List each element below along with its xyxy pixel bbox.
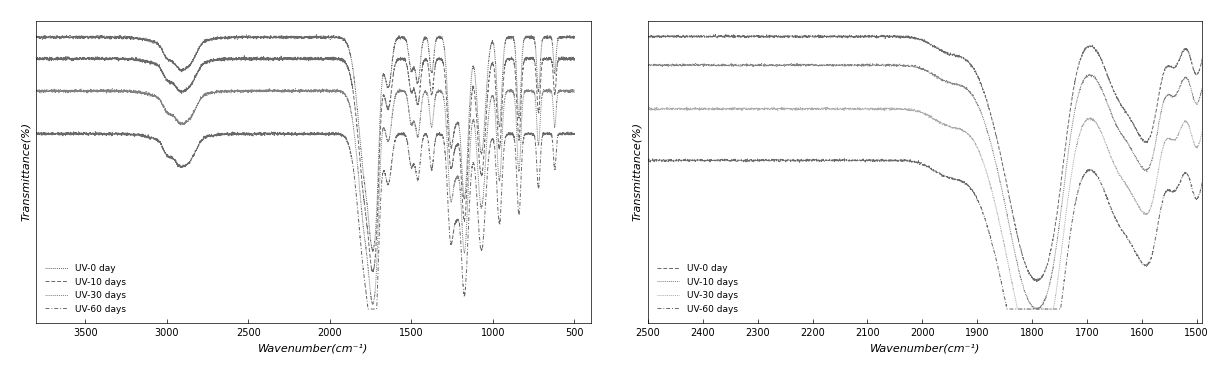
UV-0 day: [362, 219, 377, 223]
UV-0 day: [124, 35, 139, 40]
UV-30 days: [1195, 130, 1210, 135]
UV-10 days: [1098, 96, 1113, 101]
UV-10 days: [362, 240, 377, 245]
UV-10 days: [982, 135, 997, 140]
UV-0 day: [217, 36, 231, 41]
UV-60 days: [806, 156, 821, 161]
UV-0 day: [651, 33, 666, 38]
UV-0 day: [958, 59, 972, 63]
UV-10 days: [651, 63, 666, 67]
UV-0 day: [30, 33, 44, 38]
Line: UV-60 days: UV-60 days: [37, 131, 575, 309]
UV-0 day: [1029, 279, 1044, 283]
UV-60 days: [469, 191, 484, 196]
UV-10 days: [469, 116, 484, 121]
UV-60 days: [982, 231, 997, 236]
UV-30 days: [366, 302, 380, 307]
UV-30 days: [640, 107, 655, 112]
UV-10 days: [1029, 307, 1044, 311]
UV-10 days: [30, 56, 44, 61]
Line: UV-0 day: UV-0 day: [37, 34, 575, 251]
UV-60 days: [1098, 194, 1113, 198]
UV-30 days: [165, 113, 180, 117]
UV-30 days: [982, 179, 997, 184]
UV-10 days: [567, 57, 582, 61]
UV-60 days: [165, 156, 180, 160]
UV-10 days: [865, 61, 880, 65]
UV-60 days: [82, 129, 97, 134]
UV-10 days: [710, 63, 725, 67]
UV-30 days: [503, 86, 518, 91]
UV-0 day: [1131, 133, 1146, 137]
UV-60 days: [244, 133, 259, 138]
Line: UV-30 days: UV-30 days: [648, 107, 1203, 309]
UV-30 days: [361, 272, 375, 276]
UV-10 days: [640, 62, 655, 67]
UV-60 days: [567, 132, 582, 136]
X-axis label: Wavenumber(cm⁻¹): Wavenumber(cm⁻¹): [870, 343, 980, 353]
X-axis label: Wavenumber(cm⁻¹): Wavenumber(cm⁻¹): [259, 343, 369, 353]
UV-30 days: [680, 105, 694, 109]
UV-0 day: [309, 32, 324, 37]
UV-60 days: [651, 159, 666, 163]
UV-30 days: [1098, 142, 1113, 147]
UV-60 days: [217, 132, 231, 137]
UV-0 day: [982, 108, 997, 112]
UV-30 days: [30, 88, 44, 93]
Line: UV-10 days: UV-10 days: [648, 63, 1203, 309]
UV-60 days: [124, 132, 139, 137]
UV-30 days: [651, 108, 666, 112]
Line: UV-60 days: UV-60 days: [648, 159, 1203, 309]
UV-30 days: [1131, 204, 1146, 209]
UV-30 days: [469, 146, 484, 151]
UV-60 days: [369, 307, 384, 311]
UV-0 day: [567, 34, 582, 38]
UV-0 day: [640, 34, 655, 38]
UV-60 days: [1195, 180, 1210, 185]
Line: UV-0 day: UV-0 day: [648, 34, 1203, 281]
UV-30 days: [958, 129, 972, 134]
UV-30 days: [217, 90, 231, 95]
UV-10 days: [1131, 160, 1146, 165]
UV-0 day: [1195, 56, 1210, 61]
Legend: UV-0 day, UV-10 days, UV-30 days, UV-60 days: UV-0 day, UV-10 days, UV-30 days, UV-60 …: [41, 260, 130, 318]
UV-0 day: [469, 93, 484, 98]
UV-30 days: [567, 88, 582, 92]
UV-60 days: [710, 159, 725, 163]
Line: UV-30 days: UV-30 days: [37, 89, 575, 304]
UV-0 day: [708, 32, 723, 37]
UV-60 days: [640, 159, 655, 163]
UV-10 days: [244, 56, 259, 61]
UV-0 day: [244, 35, 259, 40]
UV-0 day: [366, 249, 380, 254]
UV-60 days: [1054, 307, 1069, 311]
UV-10 days: [958, 86, 972, 90]
UV-0 day: [712, 34, 726, 38]
UV-30 days: [244, 88, 259, 92]
UV-10 days: [1195, 86, 1210, 90]
UV-30 days: [712, 107, 726, 111]
UV-30 days: [1046, 307, 1061, 311]
Legend: UV-0 day, UV-10 days, UV-30 days, UV-60 days: UV-0 day, UV-10 days, UV-30 days, UV-60 …: [652, 260, 742, 318]
Y-axis label: Transmittance(%): Transmittance(%): [633, 122, 643, 221]
UV-0 day: [165, 59, 180, 64]
UV-10 days: [124, 57, 139, 61]
UV-60 days: [362, 307, 377, 311]
UV-10 days: [236, 53, 251, 58]
Y-axis label: Transmittance(%): Transmittance(%): [21, 122, 31, 221]
UV-0 day: [1098, 70, 1113, 74]
UV-60 days: [958, 181, 972, 186]
UV-60 days: [1131, 256, 1146, 261]
UV-10 days: [366, 270, 380, 275]
UV-30 days: [124, 89, 139, 94]
UV-60 days: [30, 131, 44, 135]
UV-10 days: [165, 80, 180, 85]
Line: UV-10 days: UV-10 days: [37, 56, 575, 272]
UV-10 days: [217, 59, 231, 64]
